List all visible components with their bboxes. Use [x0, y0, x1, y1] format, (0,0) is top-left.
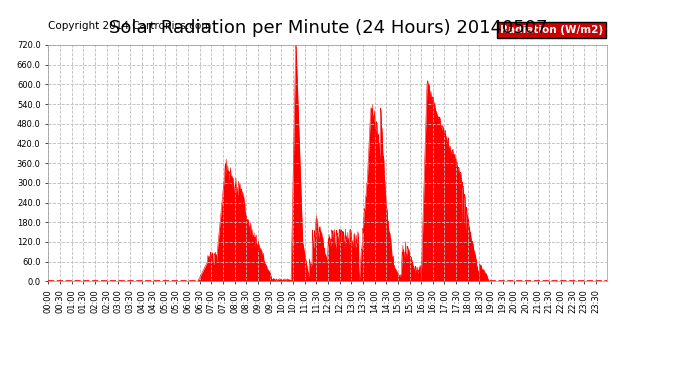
- Text: Copyright 2014 Cartronics.com: Copyright 2014 Cartronics.com: [48, 21, 212, 31]
- Text: Radiation (W/m2): Radiation (W/m2): [500, 25, 603, 34]
- Title: Solar Radiation per Minute (24 Hours) 20140507: Solar Radiation per Minute (24 Hours) 20…: [108, 20, 547, 38]
